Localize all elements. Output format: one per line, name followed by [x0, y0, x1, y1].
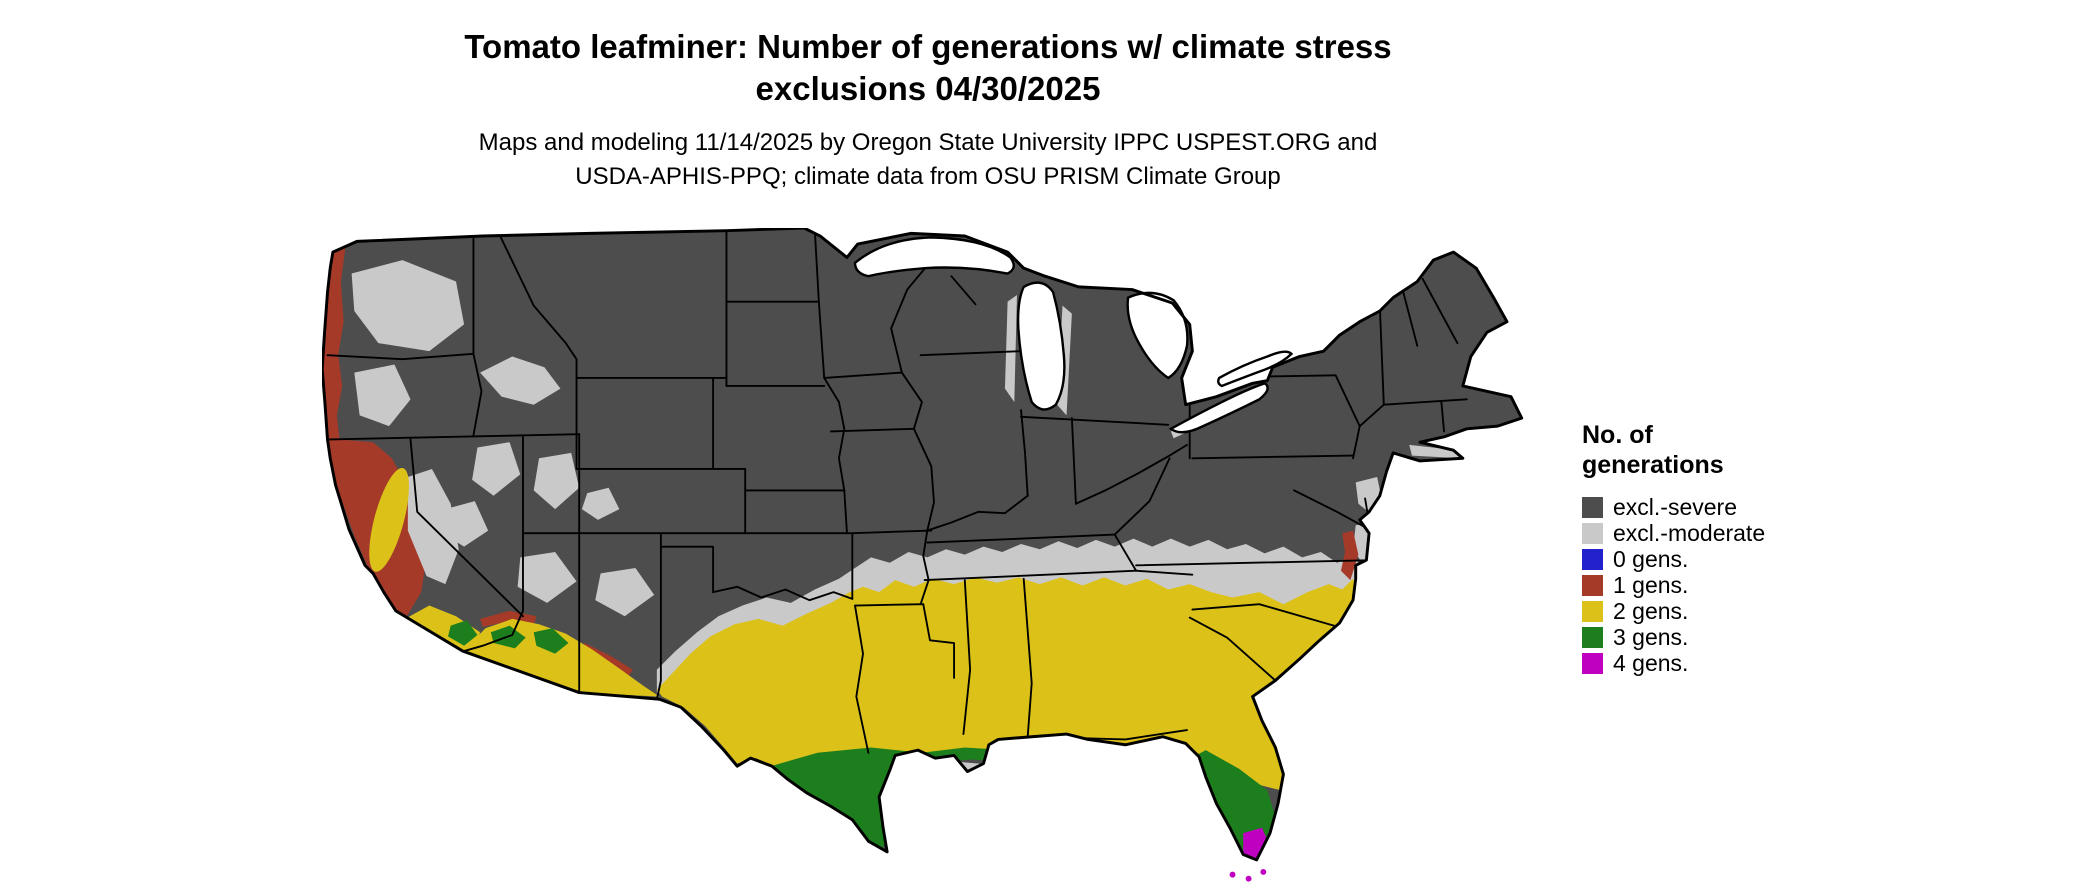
legend-swatch-excl-severe [1582, 496, 1603, 518]
legend-label-1-gens: 1 gens. [1613, 571, 1689, 598]
legend-label-4-gens: 4 gens. [1613, 649, 1689, 676]
legend-item-3-gens: 3 gens. [1582, 624, 1882, 650]
page-subtitle-line1: Maps and modeling 11/14/2025 by Oregon S… [478, 129, 1378, 156]
legend-swatch-0-gens [1582, 548, 1603, 570]
great-lakes [853, 236, 1294, 434]
legend-swatch-3-gens [1582, 626, 1603, 648]
legend-item-excl-severe: excl.-severe [1582, 494, 1882, 520]
legend-item-1-gens: 1 gens. [1582, 572, 1882, 598]
legend-swatch-4-gens [1582, 652, 1603, 674]
legend: No. of generations excl.-severe excl.-mod… [1582, 420, 1882, 676]
lake-michigan [1016, 281, 1066, 411]
legend-item-4-gens: 4 gens. [1582, 650, 1882, 676]
lake-superior [853, 236, 1015, 278]
region-1-gens-east [1340, 530, 1359, 581]
legend-swatch-excl-moderate [1582, 522, 1603, 544]
page-title: Tomato leafminer: Number of generations … [0, 26, 1856, 110]
legend-label-3-gens: 3 gens. [1613, 623, 1689, 650]
legend-swatch-1-gens [1582, 574, 1603, 596]
region-excl-severe [322, 228, 1522, 860]
lake-huron [1126, 291, 1189, 380]
page-title-line1: Tomato leafminer: Number of generations … [464, 28, 1392, 65]
legend-label-excl-moderate: excl.-moderate [1613, 519, 1766, 546]
lake-erie [1168, 381, 1269, 434]
page-title-line2: exclusions 04/30/2025 [755, 70, 1101, 107]
legend-item-2-gens: 2 gens. [1582, 598, 1882, 624]
legend-items: excl.-severe excl.-moderate 0 gens. 1 gens.… [1582, 494, 1882, 676]
florida-keys [1229, 869, 1267, 882]
legend-label-2-gens: 2 gens. [1613, 597, 1689, 624]
page-subtitle: Maps and modeling 11/14/2025 by Oregon S… [0, 126, 1856, 194]
legend-item-0-gens: 0 gens. [1582, 546, 1882, 572]
legend-item-excl-moderate: excl.-moderate [1582, 520, 1882, 546]
legend-title: No. of generations [1582, 420, 1882, 480]
us-map [322, 228, 1554, 884]
legend-title-line2: generations [1582, 451, 1724, 479]
legend-swatch-2-gens [1582, 600, 1603, 622]
legend-label-excl-severe: excl.-severe [1613, 493, 1737, 520]
us-map-svg [322, 228, 1524, 882]
page-subtitle-line2: USDA-APHIS-PPQ; climate data from OSU PR… [575, 163, 1281, 190]
state-borders [323, 228, 1468, 754]
legend-title-line1: No. of [1582, 421, 1653, 449]
legend-label-0-gens: 0 gens. [1613, 545, 1689, 572]
